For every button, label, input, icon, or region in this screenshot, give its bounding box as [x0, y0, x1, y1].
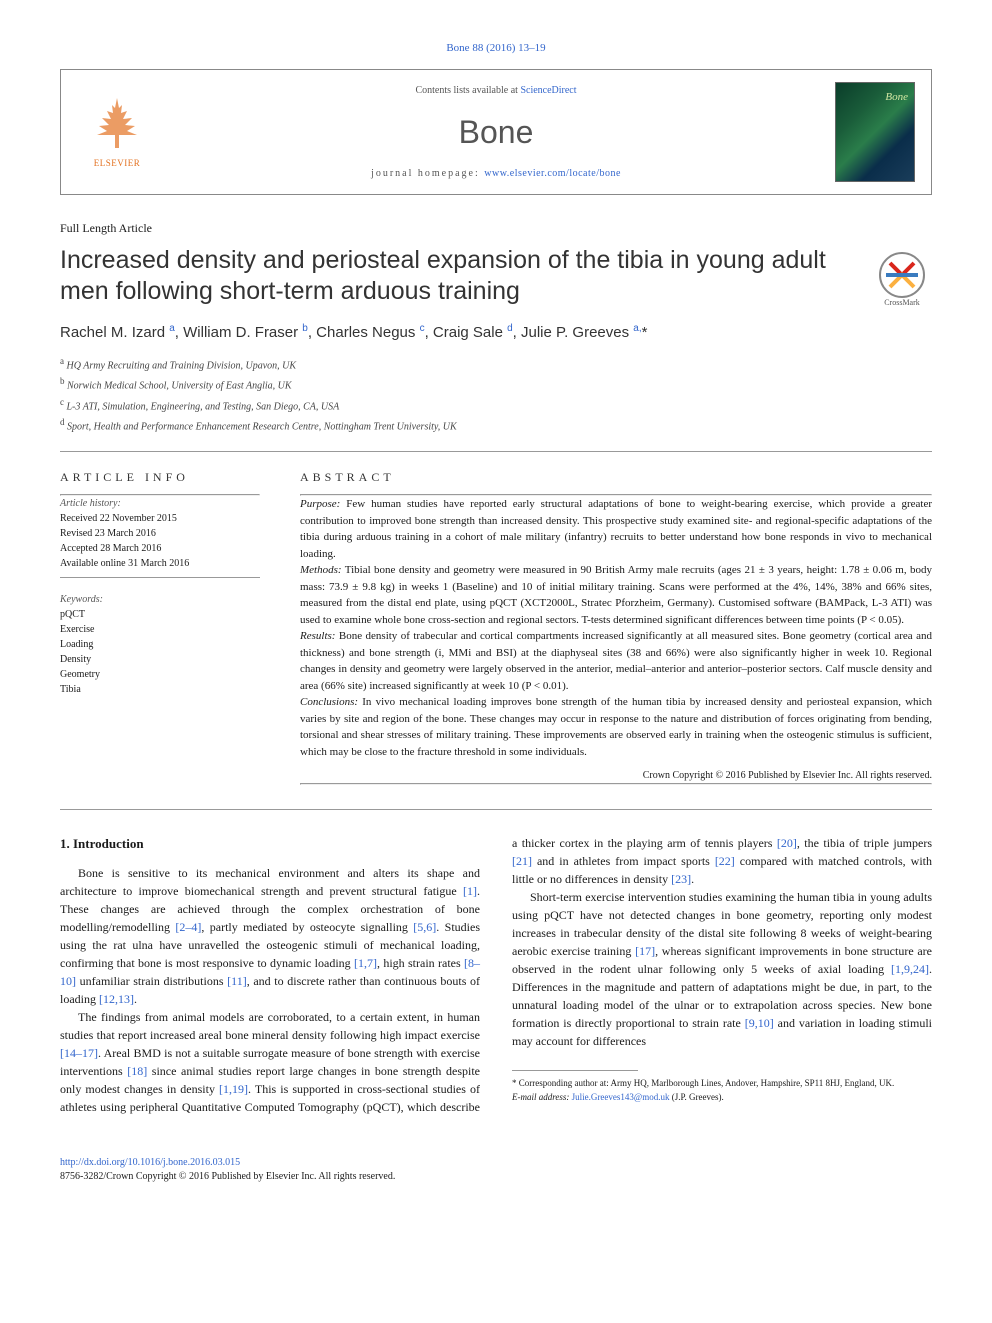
ref-link[interactable]: [22] [715, 854, 735, 868]
ref-link[interactable]: [21] [512, 854, 532, 868]
journal-name: Bone [157, 108, 835, 156]
ref-link[interactable]: [11] [227, 974, 247, 988]
email-label: E-mail address: [512, 1092, 572, 1102]
journal-header: ELSEVIER Contents lists available at Sci… [60, 69, 932, 195]
affiliation-c: c L-3 ATI, Simulation, Engineering, and … [60, 395, 932, 415]
keyword: Exercise [60, 622, 260, 637]
purpose-text: Few human studies have reported early st… [300, 498, 932, 560]
article-history: Article history: Received 22 November 20… [60, 496, 260, 578]
keyword: Geometry [60, 667, 260, 682]
homepage-prefix: journal homepage: [371, 168, 484, 179]
keywords-label: Keywords: [60, 592, 260, 607]
tree-icon [87, 93, 147, 153]
doi-link[interactable]: http://dx.doi.org/10.1016/j.bone.2016.03… [60, 1157, 240, 1168]
corresponding-author-note: * Corresponding author at: Army HQ, Marl… [512, 1070, 932, 1104]
contents-line: Contents lists available at ScienceDirec… [157, 83, 835, 98]
divider [60, 451, 932, 452]
homepage-line: journal homepage: www.elsevier.com/locat… [157, 166, 835, 181]
ref-link[interactable]: [12,13] [99, 992, 134, 1006]
authors-line: Rachel M. Izard a, William D. Fraser b, … [60, 321, 932, 345]
ref-link[interactable]: [1] [463, 884, 477, 898]
contents-prefix: Contents lists available at [415, 85, 520, 96]
top-citation: Bone 88 (2016) 13–19 [60, 40, 932, 57]
ref-link[interactable]: [2–4] [175, 920, 201, 934]
keyword: Density [60, 652, 260, 667]
ref-link[interactable]: [9,10] [745, 1016, 774, 1030]
elsevier-logo-text: ELSEVIER [94, 157, 141, 171]
conclusions-text: In vivo mechanical loading improves bone… [300, 696, 932, 758]
history-item: Received 22 November 2015 [60, 511, 260, 526]
affiliations: a HQ Army Recruiting and Training Divisi… [60, 354, 932, 435]
affiliation-d: d Sport, Health and Performance Enhancem… [60, 415, 932, 435]
page-footer: http://dx.doi.org/10.1016/j.bone.2016.03… [60, 1156, 932, 1184]
history-item: Accepted 28 March 2016 [60, 541, 260, 556]
article-type: Full Length Article [60, 219, 932, 237]
article-title: Increased density and periosteal expansi… [60, 245, 852, 308]
history-label: Article history: [60, 496, 260, 511]
intro-para-3: Short-term exercise intervention studies… [512, 888, 932, 1050]
ref-link[interactable]: [14–17] [60, 1046, 98, 1060]
section-divider [60, 809, 932, 810]
keywords-block: Keywords: pQCT Exercise Loading Density … [60, 592, 260, 697]
history-item: Available online 31 March 2016 [60, 556, 260, 571]
keyword: pQCT [60, 607, 260, 622]
affiliation-a: a HQ Army Recruiting and Training Divisi… [60, 354, 932, 374]
svg-text:CrossMark: CrossMark [884, 298, 920, 307]
abstract-end-rule [300, 783, 932, 785]
results-text: Bone density of trabecular and cortical … [300, 630, 932, 692]
email-link[interactable]: Julie.Greeves143@mod.uk [572, 1092, 670, 1102]
methods-label: Methods: [300, 564, 342, 576]
intro-para-1: Bone is sensitive to its mechanical envi… [60, 864, 480, 1008]
ref-link[interactable]: [20] [777, 836, 797, 850]
methods-text: Tibial bone density and geometry were me… [300, 564, 932, 626]
sciencedirect-link[interactable]: ScienceDirect [520, 85, 576, 96]
conclusions-label: Conclusions: [300, 696, 358, 708]
history-item: Revised 23 March 2016 [60, 526, 260, 541]
abstract-copyright: Crown Copyright © 2016 Published by Else… [300, 768, 932, 783]
ref-link[interactable]: [1,19] [219, 1082, 248, 1096]
intro-heading: 1. Introduction [60, 834, 480, 854]
ref-link[interactable]: [18] [127, 1064, 147, 1078]
abstract-body: Purpose: Few human studies have reported… [300, 496, 932, 760]
article-info-heading: ARTICLE INFO [60, 468, 260, 486]
ref-link[interactable]: [5,6] [413, 920, 436, 934]
footer-copyright: 8756-3282/Crown Copyright © 2016 Publish… [60, 1170, 932, 1184]
ref-link[interactable]: [1,7] [354, 956, 377, 970]
ref-link[interactable]: [17] [635, 944, 655, 958]
keyword: Loading [60, 637, 260, 652]
homepage-link[interactable]: www.elsevier.com/locate/bone [484, 168, 621, 179]
keyword: Tibia [60, 682, 260, 697]
journal-cover-thumb [835, 82, 915, 182]
elsevier-logo: ELSEVIER [77, 87, 157, 177]
results-label: Results: [300, 630, 335, 642]
affiliation-b: b Norwich Medical School, University of … [60, 374, 932, 394]
ref-link[interactable]: [1,9,24] [891, 962, 929, 976]
crossmark-badge[interactable]: CrossMark [872, 249, 932, 309]
ref-link[interactable]: [23] [671, 872, 691, 886]
purpose-label: Purpose: [300, 498, 340, 510]
abstract-heading: ABSTRACT [300, 468, 932, 486]
